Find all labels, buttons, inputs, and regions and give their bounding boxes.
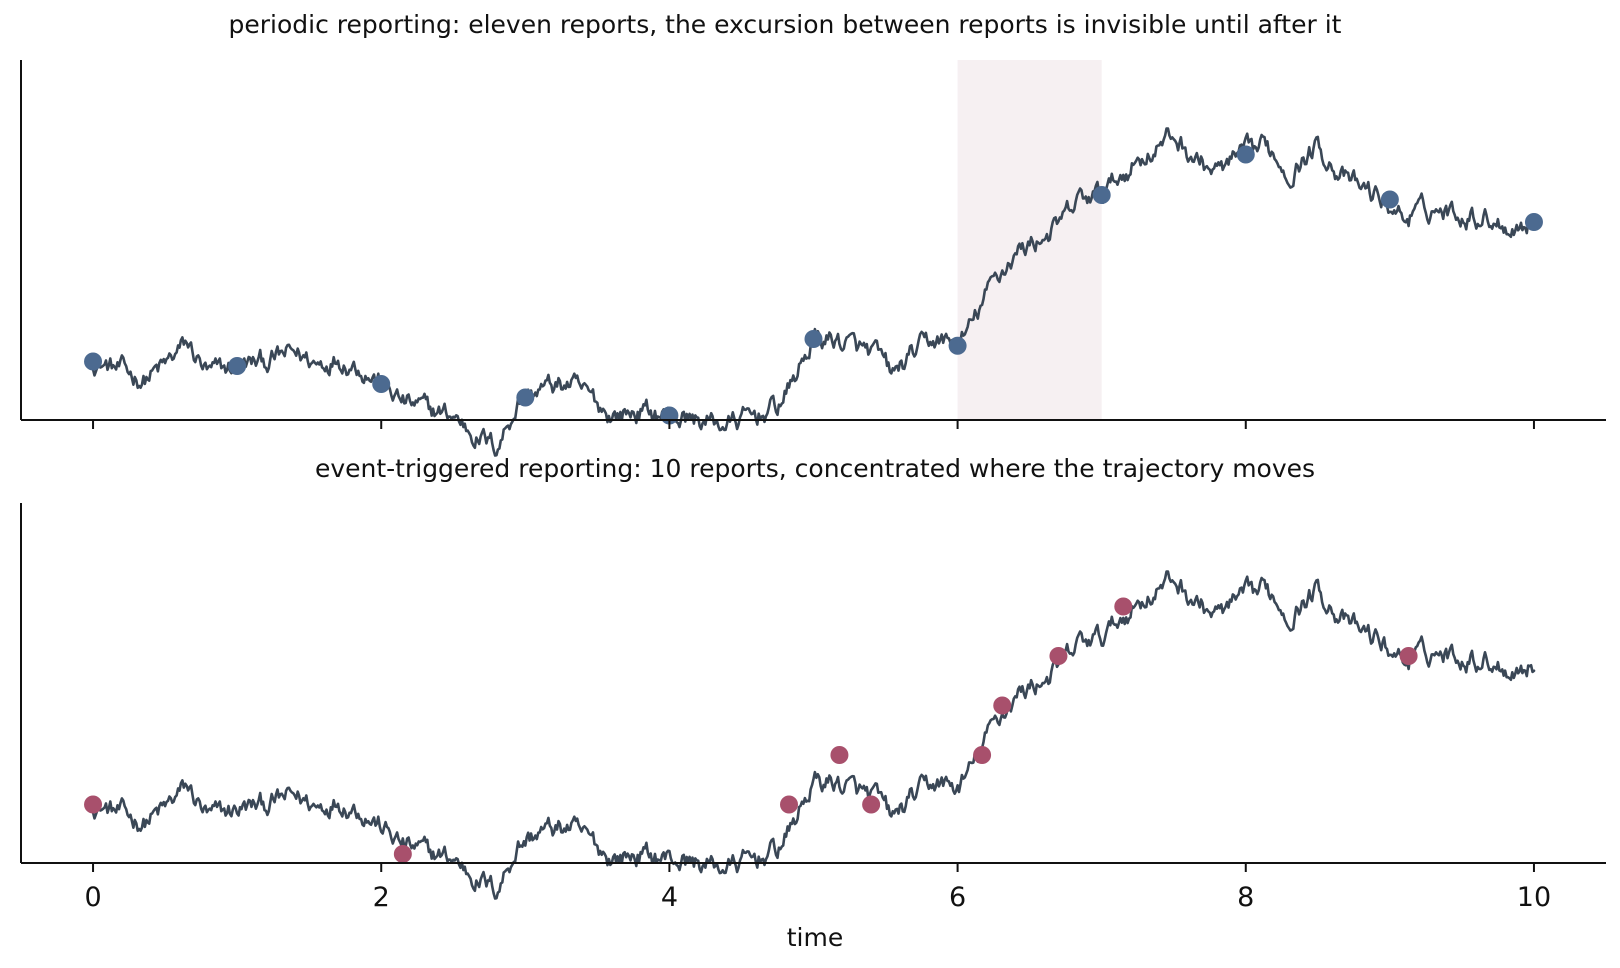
report-marker: [1092, 186, 1111, 204]
chart-title: periodic reporting: eleven reports, the …: [229, 10, 1342, 39]
x-axis-label: time: [787, 923, 843, 952]
x-axis-ticks: [92, 420, 1535, 429]
report-marker: [948, 336, 967, 355]
report-markers: [84, 597, 1418, 863]
x-tick-label: 4: [661, 882, 678, 913]
x-tick-label: 10: [1517, 882, 1551, 913]
report-marker: [804, 330, 823, 348]
report-marker: [1114, 597, 1133, 616]
report-marker: [516, 388, 535, 407]
report-markers: [84, 145, 1543, 425]
report-marker: [780, 795, 799, 814]
report-marker: [84, 352, 103, 371]
report-marker: [830, 746, 849, 764]
report-marker: [993, 696, 1012, 715]
x-tick-label: 6: [949, 882, 966, 913]
report-marker: [973, 746, 992, 764]
x-tick-labels: 0 2 4 6 8 10: [84, 882, 1551, 913]
report-marker: [862, 795, 881, 814]
report-marker: [1380, 190, 1399, 209]
report-marker: [393, 845, 412, 863]
report-marker: [228, 357, 247, 375]
trajectory-line: [91, 570, 1536, 900]
chart-title: event-triggered reporting: 10 reports, c…: [315, 454, 1315, 483]
report-marker: [84, 795, 103, 814]
panel-event-triggered: event-triggered reporting: 10 reports, c…: [20, 454, 1606, 952]
x-tick-label: 0: [84, 882, 101, 913]
trajectory-line: [91, 127, 1536, 457]
x-axis-ticks: [92, 863, 1535, 872]
report-marker: [1399, 647, 1418, 665]
report-marker: [372, 375, 391, 393]
report-marker: [1236, 145, 1255, 164]
report-marker: [1049, 647, 1068, 665]
x-tick-label: 2: [373, 882, 390, 913]
report-marker: [1524, 213, 1543, 231]
panel-periodic: periodic reporting: eleven reports, the …: [20, 10, 1606, 457]
x-tick-label: 8: [1237, 882, 1254, 913]
